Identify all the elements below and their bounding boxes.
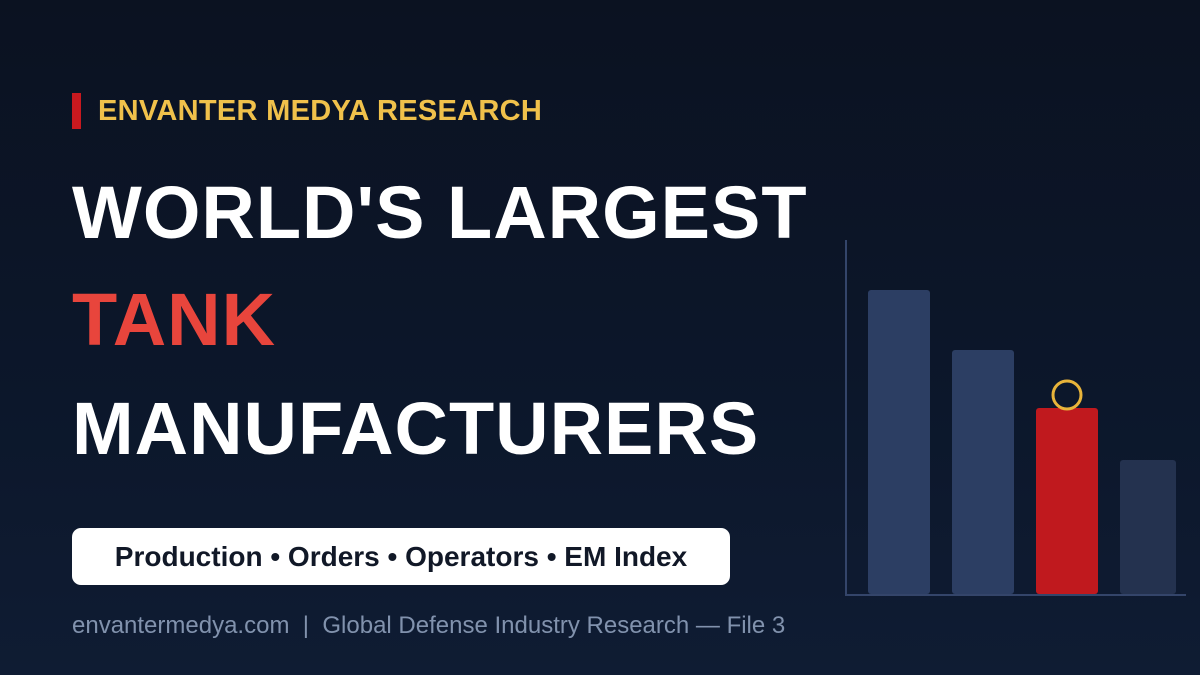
highlight-bar <box>1036 408 1098 594</box>
bar <box>868 290 930 594</box>
marker <box>1051 379 1083 411</box>
title-highlight: TANK <box>72 278 277 361</box>
title-line: MANUFACTURERS <box>72 387 760 470</box>
tagline-pill: Production • Orders • Operators • EM Ind… <box>72 528 730 585</box>
bar <box>952 350 1014 594</box>
footer-site: envantermedya.com <box>72 612 290 639</box>
accent-bar <box>72 93 81 129</box>
bar <box>1120 460 1176 594</box>
footer-description: Global Defense Industry Research — File … <box>322 612 786 639</box>
kicker: ENVANTER MEDYA RESEARCH <box>98 95 543 127</box>
tagline: Production • Orders • Operators • EM Ind… <box>114 540 688 572</box>
footer: envantermedya.com | Global Defense Indus… <box>72 612 785 640</box>
footer-separator: | <box>302 612 310 639</box>
title-line: WORLD'S LARGEST <box>72 171 808 254</box>
